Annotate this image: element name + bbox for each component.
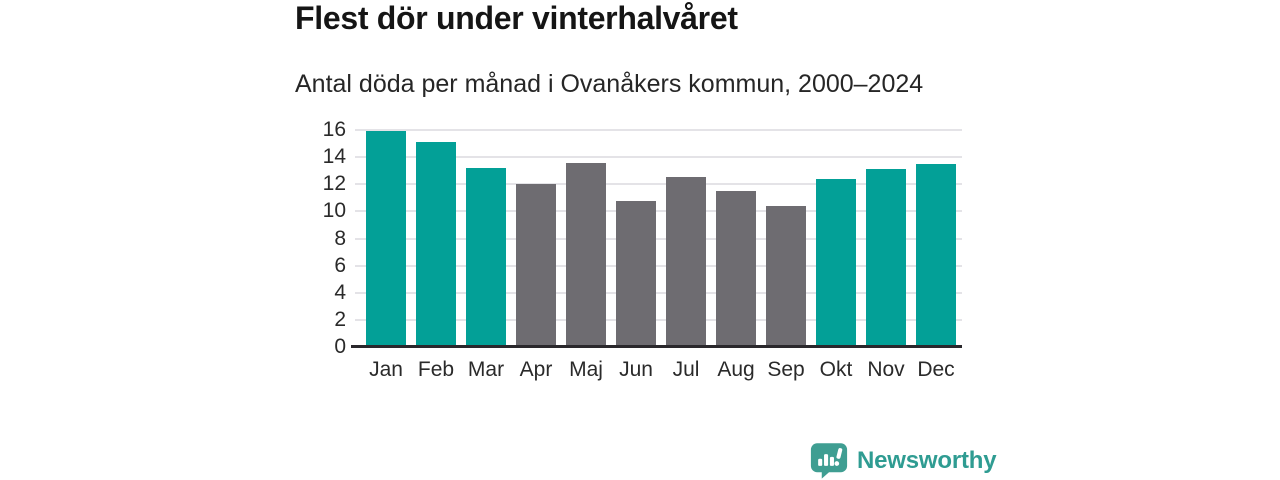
x-label-apr: Apr (519, 358, 553, 381)
bar-sep (766, 205, 806, 347)
x-axis-line (351, 345, 962, 348)
chart-subtitle: Antal döda per månad i Ovanåkers kommun,… (295, 70, 924, 98)
y-tick-label-2: 2 (334, 307, 346, 331)
x-label-nov: Nov (867, 358, 905, 381)
gridline-y-12 (355, 183, 962, 186)
x-label-sep: Sep (767, 358, 805, 381)
bar-nov (866, 169, 906, 347)
y-tick-label-6: 6 (334, 253, 346, 277)
x-label-feb: Feb (417, 358, 455, 381)
bar-okt (816, 178, 856, 347)
gridline-y-4 (355, 291, 962, 294)
y-tick-label-16: 16 (322, 118, 346, 141)
bar-mar (466, 167, 506, 347)
bar-dec (916, 163, 956, 347)
y-tick-label-8: 8 (334, 226, 346, 250)
newsworthy-logo-text: Newsworthy (857, 446, 997, 474)
chart-title: Flest dör under vinterhalvåret (295, 0, 738, 36)
newsworthy-bar-chart-speech-bubble-icon (810, 443, 848, 479)
bar-maj (566, 162, 606, 347)
gridline-y-16 (355, 129, 962, 131)
x-label-jun: Jun (619, 358, 653, 381)
bar-jan (366, 131, 406, 347)
y-tick-label-12: 12 (322, 172, 346, 196)
gridline-y-14 (355, 156, 962, 159)
bar-jun (616, 200, 656, 347)
bar-aug (716, 191, 756, 347)
y-tick-label-0: 0 (334, 335, 346, 358)
x-label-aug: Aug (717, 358, 755, 381)
x-label-okt: Okt (819, 358, 853, 381)
bar-jul (666, 177, 706, 347)
gridline-y-6 (355, 264, 962, 267)
plot-area (351, 129, 962, 348)
x-label-mar: Mar (467, 358, 505, 381)
y-tick-label-10: 10 (322, 199, 346, 223)
x-label-dec: Dec (917, 358, 955, 381)
x-label-jul: Jul (672, 358, 700, 381)
gridline-y-8 (355, 237, 962, 240)
x-label-maj: Maj (569, 358, 603, 381)
x-label-jan: Jan (369, 358, 403, 381)
bar-apr (516, 184, 556, 347)
x-axis-month-labels: Jan Feb Mar Apr Maj Jun Jul Aug Sep Okt Nov Dec (355, 358, 962, 386)
y-tick-label-14: 14 (322, 145, 346, 169)
gridline-y-2 (355, 318, 962, 321)
y-axis-tick-labels: 0 2 4 6 8 10 12 14 16 (290, 118, 346, 358)
bar-feb (416, 142, 456, 347)
gridline-y-10 (355, 210, 962, 213)
newsworthy-logo: Newsworthy (810, 442, 997, 479)
y-tick-label-4: 4 (334, 280, 346, 304)
